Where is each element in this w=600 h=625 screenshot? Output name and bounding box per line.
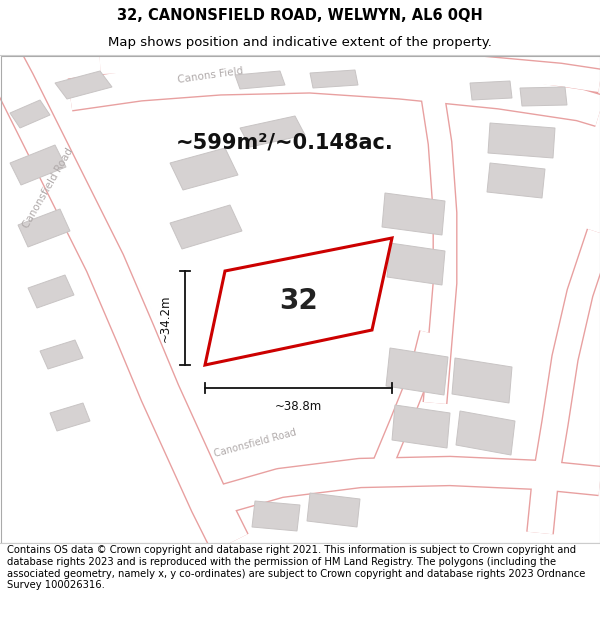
Polygon shape <box>470 81 512 100</box>
Polygon shape <box>487 163 545 198</box>
Polygon shape <box>240 116 305 147</box>
Polygon shape <box>307 493 360 527</box>
Polygon shape <box>18 209 70 247</box>
Polygon shape <box>456 411 515 455</box>
Polygon shape <box>235 71 285 89</box>
Polygon shape <box>10 100 50 128</box>
Text: Contains OS data © Crown copyright and database right 2021. This information is : Contains OS data © Crown copyright and d… <box>7 546 586 590</box>
Text: 32, CANONSFIELD ROAD, WELWYN, AL6 0QH: 32, CANONSFIELD ROAD, WELWYN, AL6 0QH <box>117 8 483 23</box>
Polygon shape <box>55 71 112 99</box>
Text: Canonsfield Road: Canonsfield Road <box>21 146 75 230</box>
Polygon shape <box>50 403 90 431</box>
Polygon shape <box>10 145 66 185</box>
Text: ~38.8m: ~38.8m <box>275 399 322 412</box>
Polygon shape <box>310 70 358 88</box>
Text: Canonsfield Road: Canonsfield Road <box>213 427 297 459</box>
Text: ~599m²/~0.148ac.: ~599m²/~0.148ac. <box>176 133 394 153</box>
Text: Map shows position and indicative extent of the property.: Map shows position and indicative extent… <box>108 36 492 49</box>
Polygon shape <box>520 87 567 106</box>
Polygon shape <box>488 123 555 158</box>
Polygon shape <box>170 205 242 249</box>
Polygon shape <box>252 501 300 531</box>
Polygon shape <box>392 405 450 448</box>
Text: Canons Field: Canons Field <box>176 66 244 84</box>
Polygon shape <box>452 358 512 403</box>
Polygon shape <box>382 193 445 235</box>
Polygon shape <box>40 340 83 369</box>
Text: ~34.2m: ~34.2m <box>158 294 172 342</box>
Text: 32: 32 <box>279 287 318 315</box>
Polygon shape <box>387 243 445 285</box>
Polygon shape <box>28 275 74 308</box>
Polygon shape <box>170 148 238 190</box>
Polygon shape <box>386 348 448 395</box>
